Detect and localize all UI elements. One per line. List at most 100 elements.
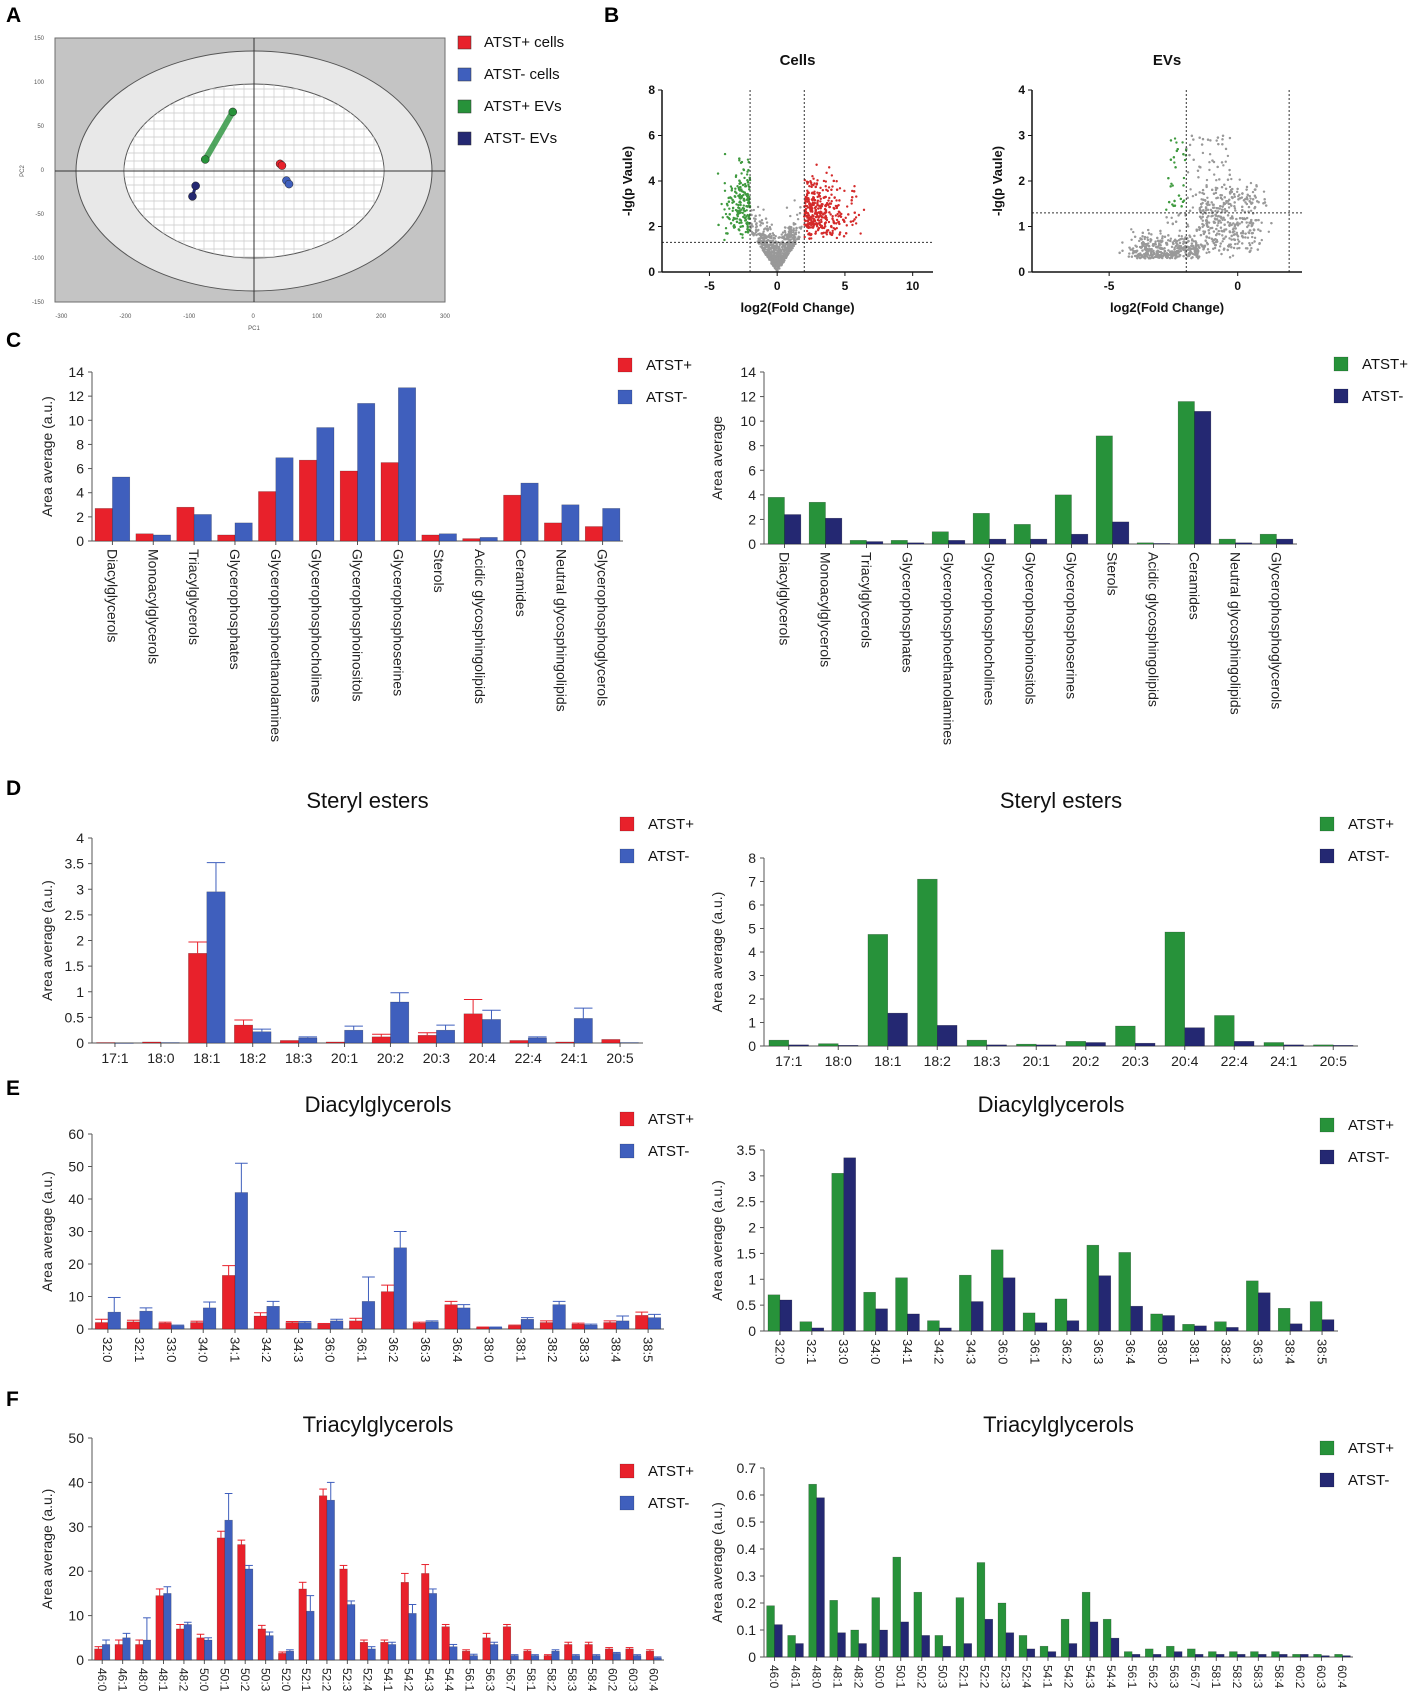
bar — [1115, 1025, 1136, 1047]
xtick-label: 20:5 — [606, 1050, 633, 1066]
volcano-point — [1141, 241, 1145, 244]
legend-swatch — [619, 1111, 635, 1127]
volcano-point — [1246, 247, 1249, 250]
bar — [1102, 1618, 1112, 1658]
volcano-point — [785, 206, 789, 209]
volcano-point — [1193, 250, 1197, 253]
volcano-point — [1223, 196, 1226, 199]
volcano-point — [1205, 220, 1209, 223]
bar — [1066, 1320, 1080, 1332]
xtick-label: 17:1 — [775, 1053, 802, 1069]
volcano-point — [830, 193, 833, 196]
pca-ylabel: PC2 — [20, 165, 26, 177]
volcano-point — [764, 227, 767, 230]
volcano-point — [1182, 184, 1185, 187]
volcano-point — [799, 227, 803, 230]
ytick-label: 8 — [748, 438, 756, 454]
volcano-point — [824, 231, 827, 234]
volcano-point — [778, 248, 781, 251]
volcano-point — [739, 219, 743, 222]
volcano-point — [1219, 193, 1222, 197]
legend-label: ATST+ — [1348, 1440, 1394, 1457]
bar — [1187, 1648, 1196, 1658]
volcano-point — [1228, 222, 1232, 225]
volcano-point — [1198, 228, 1201, 232]
legend-swatch — [619, 848, 635, 864]
bar — [217, 534, 236, 542]
volcano-point — [765, 252, 768, 256]
volcano-point — [1179, 245, 1183, 248]
volcano-point — [808, 217, 811, 220]
volcano-point — [756, 205, 760, 209]
legend-swatch — [457, 35, 472, 50]
xtick-label: Acidic glycosphingolipids — [1146, 552, 1162, 707]
volcano-point — [1234, 223, 1237, 226]
ytick-label: 6 — [748, 462, 756, 478]
volcano-point — [1217, 142, 1220, 146]
volcano-point — [1235, 231, 1239, 235]
volcano-point — [762, 250, 766, 253]
volcano-point — [1165, 216, 1168, 219]
bar — [963, 1643, 972, 1658]
volcano-point — [1245, 196, 1249, 199]
volcano-point — [1186, 171, 1190, 174]
bar — [1164, 931, 1185, 1047]
volcano-point — [1220, 161, 1224, 164]
volcano-point — [1179, 249, 1183, 253]
volcano-point — [1189, 188, 1192, 191]
volcano-point — [1199, 166, 1202, 169]
volcano-point — [1202, 248, 1205, 251]
volcano-point — [1170, 216, 1173, 220]
legend-label: ATST+ cells — [484, 34, 564, 51]
bar-chart-c-evs: 0 2 4 6 8 10 12 14 Area average Diacylglycerols Mo… — [709, 356, 1408, 745]
bar — [482, 1019, 501, 1044]
volcano-point — [740, 221, 743, 224]
bar — [176, 1628, 185, 1661]
volcano-point — [754, 217, 757, 221]
volcano-point — [1147, 247, 1151, 251]
volcano-point — [813, 219, 817, 222]
volcano-point — [1257, 228, 1260, 231]
volcano-point — [746, 225, 749, 228]
pca-ytick-label: 50 — [37, 124, 44, 130]
volcano-point — [752, 233, 755, 236]
volcano-ytick-label: 2 — [1018, 174, 1025, 188]
volcano-point — [1149, 256, 1152, 260]
ytick-label: 30 — [68, 1519, 84, 1535]
volcano-point — [1231, 187, 1234, 191]
volcano-point — [1244, 201, 1247, 204]
xtick-label: 34:2 — [259, 1337, 274, 1362]
volcano-point — [743, 176, 746, 180]
volcano-point — [1232, 222, 1235, 225]
volcano-point — [819, 207, 822, 210]
volcano-point — [1241, 242, 1244, 245]
volcano-point — [1191, 194, 1195, 198]
volcano-point — [766, 228, 770, 232]
volcano-point — [763, 234, 766, 237]
volcano-point — [1172, 156, 1176, 159]
volcano-point — [1230, 177, 1233, 181]
volcano-point — [806, 200, 809, 203]
bar — [767, 497, 785, 545]
volcano-point — [1139, 238, 1143, 241]
bar-chart-c-cells: 0 2 4 6 8 10 12 14 Area average (a.u.) Diacylglyc… — [39, 357, 692, 742]
volcano-point — [1163, 252, 1166, 255]
volcano-point — [1210, 201, 1213, 204]
bar — [135, 533, 154, 542]
bar — [1135, 1042, 1156, 1047]
volcano-point — [1191, 206, 1195, 209]
volcano-point — [1230, 234, 1233, 238]
volcano-point — [1219, 196, 1223, 200]
volcano-point — [833, 207, 836, 210]
volcano-point — [795, 213, 799, 216]
bar — [907, 1313, 920, 1332]
volcano-point — [833, 222, 836, 225]
bar — [808, 1483, 817, 1658]
bar — [222, 1275, 236, 1330]
volcano-point — [1202, 232, 1206, 236]
bar — [234, 1024, 253, 1044]
volcano-point — [1245, 185, 1249, 189]
bar — [412, 1322, 426, 1330]
volcano-point — [773, 262, 777, 266]
